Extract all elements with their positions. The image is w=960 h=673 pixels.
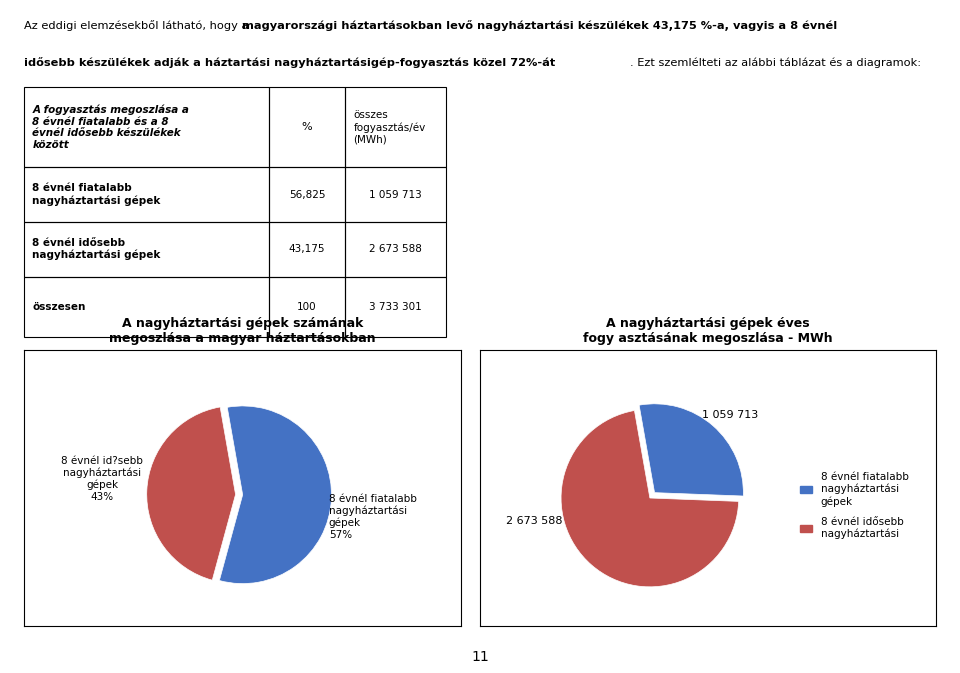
Text: 2 673 588: 2 673 588 [506, 516, 563, 526]
Title: A nagyháztartási gépek számának
megoszlása a magyar háztartásokban: A nagyháztartási gépek számának megoszlá… [109, 316, 375, 345]
Text: 1 059 713: 1 059 713 [702, 410, 757, 420]
Text: 8 évnél idősebb
nagyháztartási gépek: 8 évnél idősebb nagyháztartási gépek [33, 238, 161, 260]
Bar [269, 277, 345, 336]
Text: magyarországi háztartásokban levő nagyháztartási készülékek 43,175 %-a, vagyis a: magyarországi háztartásokban levő nagyhá… [243, 20, 838, 31]
Bar [345, 87, 446, 167]
Text: összesen: összesen [33, 302, 85, 312]
Wedge shape [561, 411, 738, 587]
Text: 11: 11 [471, 650, 489, 664]
Bar [269, 87, 345, 167]
Bar [24, 277, 269, 336]
Bar [24, 87, 269, 167]
Bar [345, 222, 446, 277]
Bar [345, 277, 446, 336]
Bar [269, 167, 345, 222]
Text: 3 733 301: 3 733 301 [370, 302, 422, 312]
Legend: 8 évnél fiatalabb
nagyháztartási
gépek, 8 évnél idősebb
nagyháztartási: 8 évnél fiatalabb nagyháztartási gépek, … [796, 468, 913, 543]
Text: 100: 100 [298, 302, 317, 312]
Title: A nagyháztartási gépek éves
fogy asztásának megoszlása - MWh: A nagyháztartási gépek éves fogy asztásá… [583, 316, 833, 345]
Text: 8 évnél fiatalabb
nagyháztartási
gépek
57%: 8 évnél fiatalabb nagyháztartási gépek 5… [329, 494, 417, 540]
Bar [269, 222, 345, 277]
Text: 8 évnél fiatalabb
nagyháztartási gépek: 8 évnél fiatalabb nagyháztartási gépek [33, 184, 161, 206]
Text: 43,175: 43,175 [289, 244, 325, 254]
Bar [24, 167, 269, 222]
Text: . Ezt szemlélteti az alábbi táblázat és a diagramok:: . Ezt szemlélteti az alábbi táblázat és … [631, 57, 922, 68]
Bar [345, 167, 446, 222]
Text: összes
fogyasztás/év
(MWh): összes fogyasztás/év (MWh) [353, 110, 425, 144]
Text: Az eddigi elemzésekből látható, hogy a: Az eddigi elemzésekből látható, hogy a [24, 20, 252, 31]
Text: 56,825: 56,825 [289, 190, 325, 200]
Wedge shape [220, 406, 331, 583]
Text: A fogyasztás megoszlása a
8 évnél fiatalabb és a 8
évnél idősebb készülékek
közö: A fogyasztás megoszlása a 8 évnél fiatal… [33, 105, 189, 150]
Text: 1 059 713: 1 059 713 [370, 190, 422, 200]
Wedge shape [639, 404, 743, 496]
Text: 8 évnél id?sebb
nagyháztartási
gépek
43%: 8 évnél id?sebb nagyháztartási gépek 43% [61, 456, 143, 501]
Text: %: % [301, 122, 312, 133]
Wedge shape [147, 407, 235, 580]
Bar [24, 222, 269, 277]
Text: idősebb készülékek adják a háztartási nagyháztartásigép-fogyasztás közel 72%-át: idősebb készülékek adják a háztartási na… [24, 57, 555, 68]
Text: 2 673 588: 2 673 588 [370, 244, 422, 254]
